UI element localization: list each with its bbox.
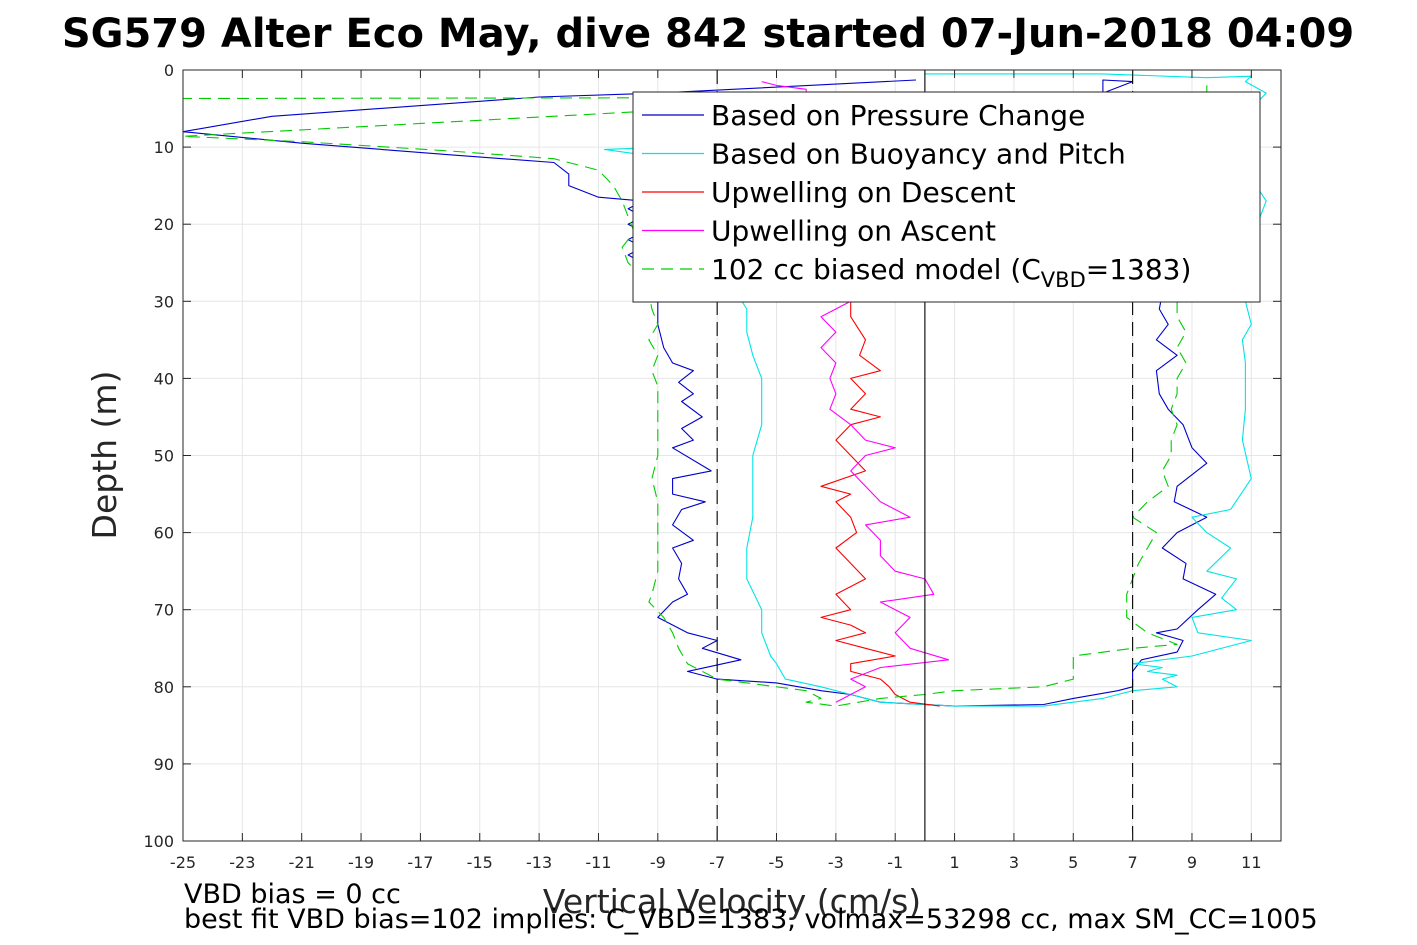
x-tick-label: -9 <box>650 853 666 872</box>
vbd-bias-note: VBD bias = 0 cc <box>184 879 401 910</box>
y-tick-label: 70 <box>154 601 174 620</box>
x-tick-label: 11 <box>1241 853 1261 872</box>
x-tick-label: 5 <box>1068 853 1078 872</box>
x-tick-label: -1 <box>887 853 903 872</box>
y-tick-label: 60 <box>154 524 174 543</box>
chart-title: SG579 Alter Eco May, dive 842 started 07… <box>62 11 1354 57</box>
x-tick-label: 7 <box>1128 853 1138 872</box>
x-tick-label: -25 <box>170 853 196 872</box>
x-tick-label: -17 <box>407 853 433 872</box>
legend: Based on Pressure Change Based on Buoyanc… <box>632 91 1261 303</box>
x-tick-label: 1 <box>949 853 959 872</box>
y-tick-label: 90 <box>154 755 174 774</box>
legend-label: 102 cc biased model (CVBD=1383) <box>711 253 1191 292</box>
y-tick-label: 0 <box>164 61 174 80</box>
x-axis-label: Vertical Velocity (cm/s) <box>543 882 921 921</box>
y-tick-label: 50 <box>154 447 174 466</box>
x-tick-label: 9 <box>1187 853 1197 872</box>
y-tick-label: 100 <box>143 832 174 851</box>
best-fit-note: best fit VBD bias=102 implies: C_VBD=138… <box>184 904 1318 935</box>
x-tick-label: -15 <box>467 853 493 872</box>
y-tick-label: 20 <box>154 215 174 234</box>
series-line-4 <box>761 81 950 703</box>
legend-label: Based on Pressure Change <box>711 99 1085 132</box>
y-tick-label: 10 <box>154 138 174 157</box>
x-tick-label: -23 <box>229 853 255 872</box>
x-tick-label: -21 <box>289 853 315 872</box>
y-axis-ticks: 0 10 20 30 40 50 60 70 80 90 100 <box>143 61 1281 851</box>
x-tick-label: -3 <box>828 853 844 872</box>
y-tick-label: 40 <box>154 369 174 388</box>
y-tick-label: 80 <box>154 678 174 697</box>
legend-label: Based on Buoyancy and Pitch <box>711 138 1126 171</box>
x-tick-label: -13 <box>526 853 552 872</box>
x-tick-label: -11 <box>585 853 611 872</box>
legend-label: Upwelling on Descent <box>711 176 1016 209</box>
legend-box <box>632 91 1261 303</box>
x-axis-ticks: -25 -23 -21 -19 -17 -15 -13 -11 -9 -7 -5 -3 -1 1 3 5 7 9 1… <box>170 70 1262 872</box>
series-line-3 <box>820 301 940 707</box>
legend-label: Upwelling on Ascent <box>711 215 996 248</box>
x-tick-label: -19 <box>348 853 374 872</box>
x-tick-label: -5 <box>769 853 785 872</box>
series-line-5 <box>183 85 1238 707</box>
x-tick-label: 3 <box>1009 853 1019 872</box>
y-axis-label: Depth (m) <box>85 371 124 540</box>
x-tick-label: -7 <box>709 853 725 872</box>
y-tick-label: 30 <box>154 292 174 311</box>
